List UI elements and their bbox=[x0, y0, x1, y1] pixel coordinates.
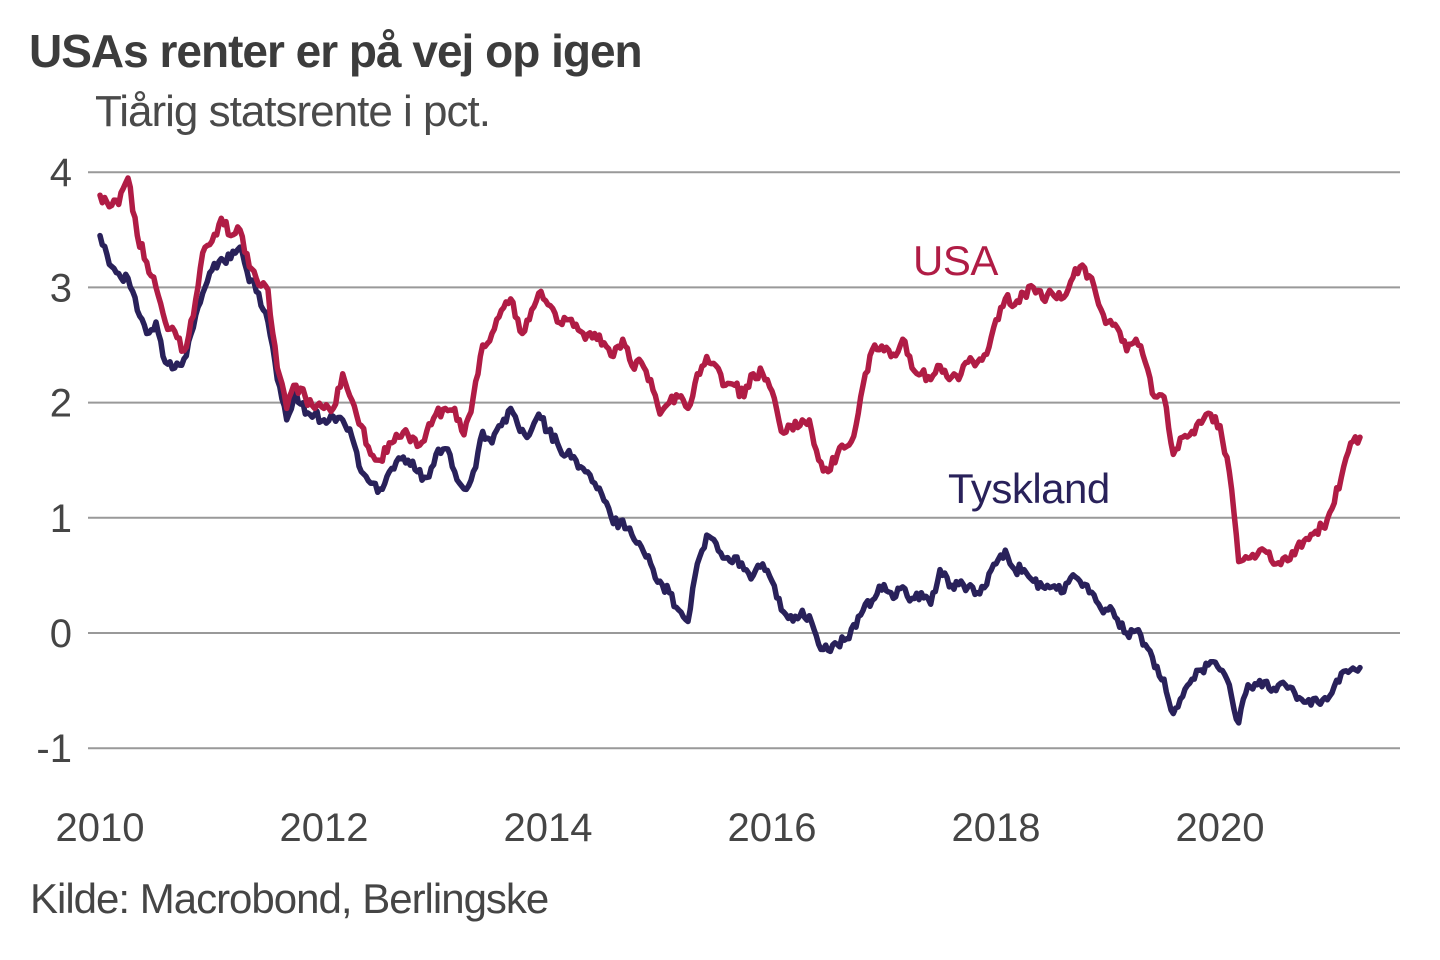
y-tick-label-1: 1 bbox=[50, 497, 72, 541]
x-tick-label-2012: 2012 bbox=[280, 806, 369, 850]
y-tick-label--1: -1 bbox=[36, 727, 72, 771]
series-line-tyskland bbox=[97, 232, 1363, 726]
x-tick-label-2014: 2014 bbox=[504, 806, 593, 850]
x-tick-label-2016: 2016 bbox=[728, 806, 817, 850]
y-tick-label-3: 3 bbox=[50, 266, 72, 310]
series-line-usa bbox=[97, 175, 1363, 568]
x-tick-label-2018: 2018 bbox=[952, 806, 1041, 850]
y-tick-label-0: 0 bbox=[50, 612, 72, 656]
series-label-usa: USA bbox=[913, 237, 998, 284]
series-label-germany: Tyskland bbox=[948, 465, 1110, 512]
y-tick-label-2: 2 bbox=[50, 382, 72, 426]
source-credit: Kilde: Macrobond, Berlingske bbox=[30, 875, 549, 922]
chart-subtitle: Tiårig statsrente i pct. bbox=[95, 87, 491, 136]
x-tick-label-2020: 2020 bbox=[1176, 806, 1265, 850]
y-tick-label-4: 4 bbox=[50, 151, 72, 195]
x-tick-label-2010: 2010 bbox=[56, 806, 145, 850]
chart-title: USAs renter er på vej op igen bbox=[29, 25, 643, 77]
